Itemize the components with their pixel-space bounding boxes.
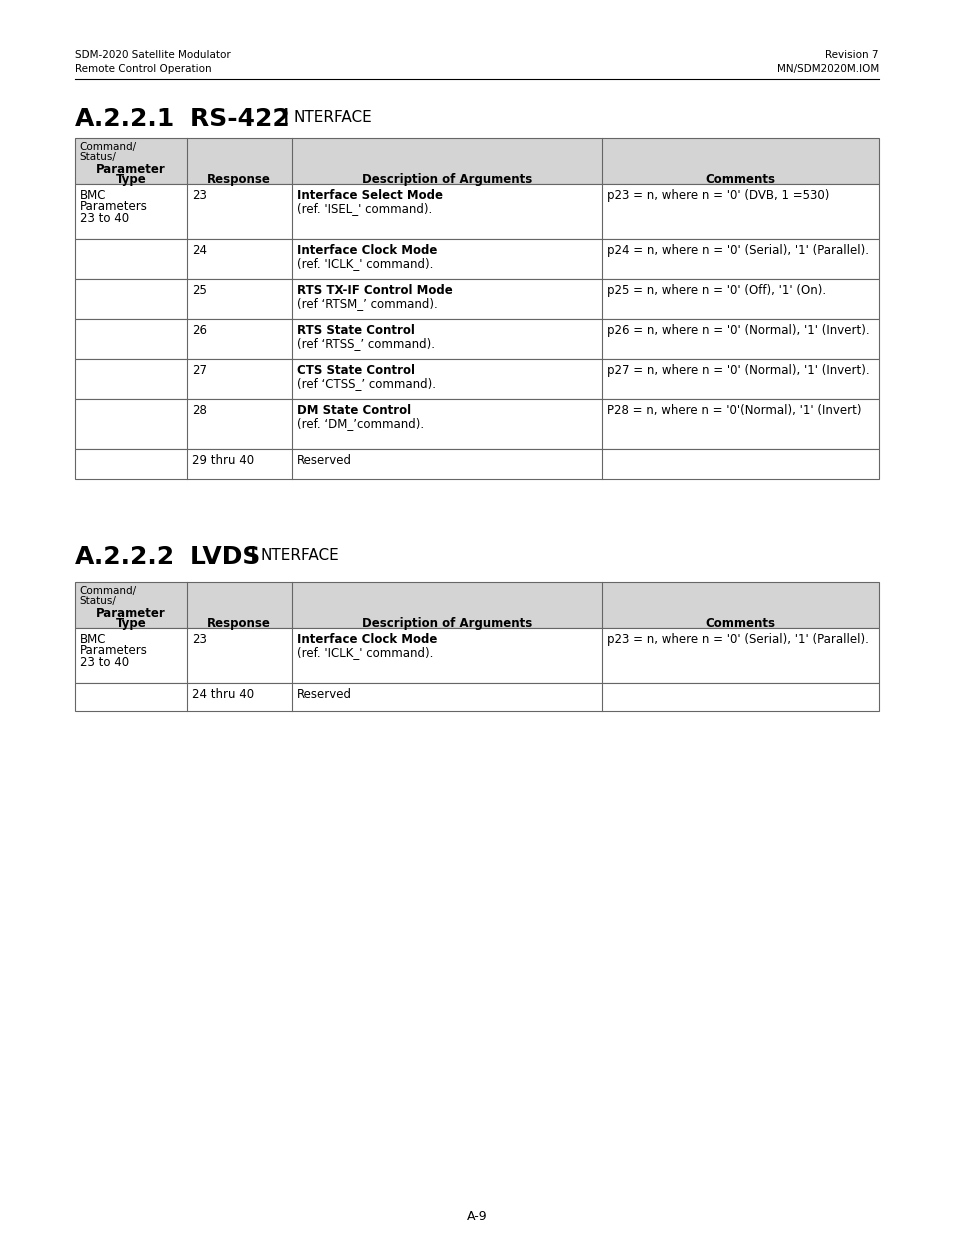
Text: (ref. 'ICLK_' command).: (ref. 'ICLK_' command). (296, 257, 433, 270)
Text: BMC: BMC (80, 634, 107, 646)
Text: I: I (250, 546, 256, 566)
Text: 24 thru 40: 24 thru 40 (192, 688, 253, 701)
Text: 25: 25 (192, 284, 207, 296)
Text: A.2.2.2: A.2.2.2 (75, 545, 175, 569)
Text: 24: 24 (192, 245, 207, 257)
Text: (ref. 'ISEL_' command).: (ref. 'ISEL_' command). (296, 203, 432, 215)
Bar (75, 240, 878, 279)
Text: A-9: A-9 (466, 1210, 487, 1223)
Text: Command/: Command/ (79, 142, 136, 152)
Text: p23 = n, where n = '0' (DVB, 1 =530): p23 = n, where n = '0' (DVB, 1 =530) (606, 189, 828, 203)
Text: 28: 28 (192, 404, 207, 417)
Text: p27 = n, where n = '0' (Normal), '1' (Invert).: p27 = n, where n = '0' (Normal), '1' (In… (606, 364, 869, 377)
Text: Response: Response (207, 618, 271, 630)
Text: Parameter: Parameter (96, 163, 166, 177)
Bar (75, 399, 878, 450)
Text: (ref ‘RTSM_’ command).: (ref ‘RTSM_’ command). (296, 296, 437, 310)
Text: Interface Clock Mode: Interface Clock Mode (296, 634, 436, 646)
Bar (75, 359, 878, 399)
Text: Type: Type (115, 618, 146, 630)
Text: DM State Control: DM State Control (296, 404, 411, 417)
Text: RTS State Control: RTS State Control (296, 324, 415, 337)
Text: (ref. ‘DM_’command).: (ref. ‘DM_’command). (296, 417, 424, 430)
Text: Response: Response (207, 173, 271, 186)
Text: MN/SDM2020M.IOM: MN/SDM2020M.IOM (776, 64, 878, 74)
Bar (75, 279, 878, 319)
Text: Reserved: Reserved (296, 688, 352, 701)
Text: p26 = n, where n = '0' (Normal), '1' (Invert).: p26 = n, where n = '0' (Normal), '1' (In… (606, 324, 869, 337)
Text: NTERFACE: NTERFACE (261, 548, 339, 563)
Text: SDM-2020 Satellite Modulator: SDM-2020 Satellite Modulator (75, 49, 231, 61)
Text: Description of Arguments: Description of Arguments (361, 173, 532, 186)
Text: 23 to 40: 23 to 40 (80, 212, 129, 225)
Text: Reserved: Reserved (296, 454, 352, 467)
Text: Command/: Command/ (79, 585, 136, 597)
Bar (75, 184, 878, 240)
Text: p24 = n, where n = '0' (Serial), '1' (Parallel).: p24 = n, where n = '0' (Serial), '1' (Pa… (606, 245, 868, 257)
Text: Parameter: Parameter (96, 606, 166, 620)
Bar (75, 629, 878, 683)
Text: Type: Type (115, 173, 146, 186)
Text: Description of Arguments: Description of Arguments (361, 618, 532, 630)
Text: Remote Control Operation: Remote Control Operation (75, 64, 212, 74)
Bar (75, 138, 878, 184)
Bar (75, 319, 878, 359)
Text: LVDS: LVDS (190, 545, 269, 569)
Text: (ref. 'ICLK_' command).: (ref. 'ICLK_' command). (296, 646, 433, 659)
Text: NTERFACE: NTERFACE (294, 110, 373, 125)
Text: Interface Clock Mode: Interface Clock Mode (296, 245, 436, 257)
Text: BMC: BMC (80, 189, 107, 203)
Text: p25 = n, where n = '0' (Off), '1' (On).: p25 = n, where n = '0' (Off), '1' (On). (606, 284, 825, 296)
Text: Parameters: Parameters (80, 645, 148, 657)
Text: Comments: Comments (704, 618, 774, 630)
Text: Revision 7: Revision 7 (824, 49, 878, 61)
Text: 23: 23 (192, 189, 207, 203)
Text: Interface Select Mode: Interface Select Mode (296, 189, 442, 203)
Text: (ref ‘CTSS_’ command).: (ref ‘CTSS_’ command). (296, 377, 436, 390)
Text: p23 = n, where n = '0' (Serial), '1' (Parallel).: p23 = n, where n = '0' (Serial), '1' (Pa… (606, 634, 868, 646)
Text: 29 thru 40: 29 thru 40 (192, 454, 253, 467)
Bar (75, 582, 878, 629)
Text: RTS TX-IF Control Mode: RTS TX-IF Control Mode (296, 284, 453, 296)
Text: Status/: Status/ (79, 152, 115, 162)
Text: (ref ‘RTSS_’ command).: (ref ‘RTSS_’ command). (296, 337, 435, 350)
Bar (75, 450, 878, 479)
Text: RS-422: RS-422 (190, 107, 298, 131)
Text: A.2.2.1: A.2.2.1 (75, 107, 175, 131)
Text: I: I (283, 107, 289, 128)
Text: Parameters: Parameters (80, 200, 148, 214)
Text: 23 to 40: 23 to 40 (80, 656, 129, 669)
Bar (75, 683, 878, 711)
Text: 27: 27 (192, 364, 207, 377)
Text: CTS State Control: CTS State Control (296, 364, 415, 377)
Text: P28 = n, where n = '0'(Normal), '1' (Invert): P28 = n, where n = '0'(Normal), '1' (Inv… (606, 404, 861, 417)
Text: Comments: Comments (704, 173, 774, 186)
Text: 26: 26 (192, 324, 207, 337)
Text: 23: 23 (192, 634, 207, 646)
Text: Status/: Status/ (79, 597, 115, 606)
